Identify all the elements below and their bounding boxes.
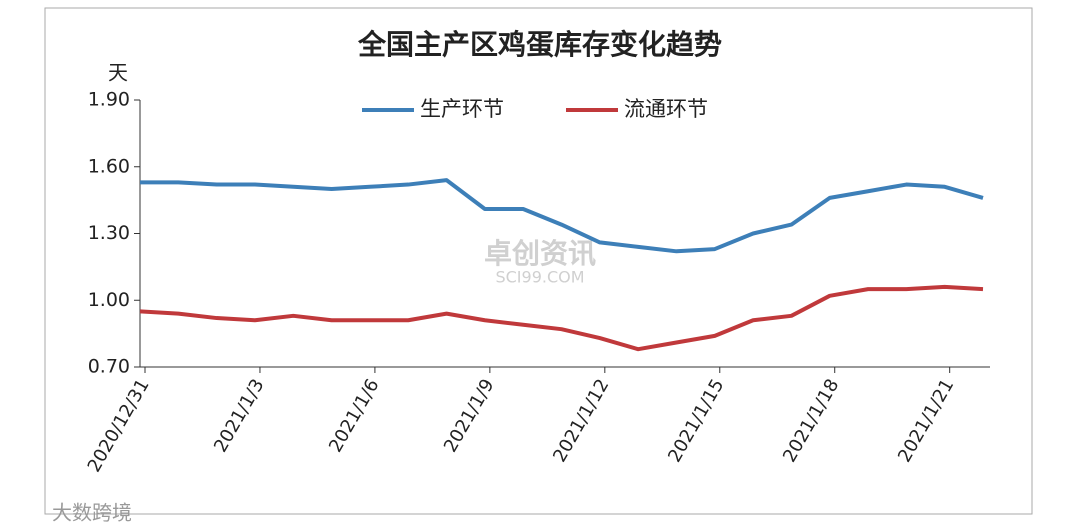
y-tick-label: 1.60 (88, 155, 130, 177)
y-tick-label: 1.30 (88, 222, 130, 244)
x-tick-label: 2021/1/12 (549, 376, 613, 466)
chart-title: 全国主产区鸡蛋库存变化趋势 (357, 28, 722, 61)
line-series (139, 284, 984, 352)
watermark: 卓创资讯 (484, 237, 596, 270)
y-tick-label: 1.00 (88, 289, 130, 311)
chart-border (44, 7, 1033, 515)
x-tick-label: 2021/1/15 (664, 376, 728, 466)
legend-label: 流通环节 (624, 97, 708, 121)
watermark: SCI99.COM (495, 268, 584, 287)
x-tick-label: 2021/1/18 (779, 376, 843, 466)
x-tick-label: 2021/1/9 (440, 376, 499, 457)
x-tick-label: 2020/12/31 (84, 376, 154, 476)
x-tick-label: 2021/1/3 (210, 376, 269, 457)
y-axis-label: 天 (108, 61, 128, 85)
source-watermark: 大数跨境 (52, 501, 132, 525)
legend-label: 生产环节 (420, 97, 504, 121)
y-tick-label: 0.70 (88, 356, 130, 378)
line-series (140, 178, 984, 254)
x-tick-label: 2021/1/21 (894, 376, 958, 466)
x-tick-label: 2021/1/6 (325, 376, 384, 457)
y-tick-label: 1.90 (88, 89, 130, 111)
